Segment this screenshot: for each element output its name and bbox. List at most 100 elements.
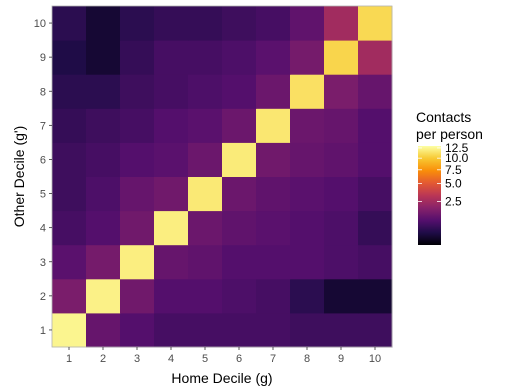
heatmap-cell [358,210,393,246]
y-tick-label: 8 [40,86,46,98]
heatmap-cell [290,278,325,314]
heatmap-cell [52,210,87,246]
heatmap-cell [188,40,223,75]
heatmap-cell [290,244,325,280]
heatmap-cell [52,176,87,212]
heatmap-cell [86,40,121,75]
heatmap-cell [52,312,87,348]
heatmap-cell [358,108,393,143]
x-tick-label: 9 [338,353,344,365]
heatmap-cell [324,108,359,143]
y-tick-label: 6 [40,154,46,166]
heatmap-cell [154,142,189,177]
heatmap-cell [120,40,155,75]
heatmap-cell [290,6,325,41]
heatmap-cell [52,6,87,41]
heatmap-cell [120,176,155,212]
heatmap-cell [52,278,87,314]
x-tick-label: 2 [100,353,106,365]
heatmap-cell [222,278,257,314]
heatmap-cell [222,244,257,280]
legend-tick-label: 5.0 [445,177,462,191]
heatmap-cell [358,40,393,75]
legend-tick-label: 12.5 [445,141,469,155]
y-tick-label: 1 [40,325,46,337]
x-tick-label: 10 [369,353,381,365]
heatmap-cell [324,312,359,348]
x-tick-label: 7 [270,353,276,365]
x-tick-label: 4 [168,353,174,365]
heatmap-cell [256,278,291,314]
heatmap-cell [120,244,155,280]
heatmap-cell [324,40,359,75]
heatmap-cell [256,6,291,41]
legend-title-line-2: per person [416,126,483,142]
heatmap-cell [86,108,121,143]
y-axis-ticks: 1 2 3 4 5 6 7 8 9 10 [34,18,52,337]
heatmap-cell [290,108,325,143]
heatmap-cell [86,6,121,41]
heatmap-cell [324,142,359,177]
heatmap-cell [222,108,257,143]
heatmap-cell [256,312,291,348]
heatmap-cell [324,278,359,314]
legend-tick-label: 10.0 [445,151,469,165]
heatmap-cell [86,210,121,246]
heatmap-cell [256,108,291,143]
heatmap-cell [290,142,325,177]
heatmap-cell [188,176,223,212]
heatmap-cell [324,6,359,41]
heatmap-cell [324,176,359,212]
heatmap-cell [154,6,189,41]
legend-ticks: 2.5 5.07.510.012.5 [418,141,469,209]
heatmap-cell [120,74,155,109]
heatmap-cell [188,108,223,143]
heatmap-cell [188,142,223,177]
heatmap-cell [52,74,87,109]
heatmap-cells [52,6,393,348]
heatmap-cell [256,176,291,212]
heatmap-cell [120,278,155,314]
heatmap-cell [188,74,223,109]
heatmap-cell [256,74,291,109]
y-tick-label: 9 [40,52,46,64]
heatmap-cell [358,312,393,348]
y-tick-label: 4 [40,223,46,235]
heatmap-cell [358,278,393,314]
heatmap-cell [154,278,189,314]
panel-border [51,5,393,348]
heatmap-cell [222,312,257,348]
heatmap-cell [222,74,257,109]
y-tick-label: 7 [40,120,46,132]
heatmap-cell [256,40,291,75]
heatmap-cell [256,142,291,177]
y-tick-label: 5 [40,189,46,201]
heatmap-cell [256,210,291,246]
heatmap-cell [222,142,257,177]
heatmap-cell [188,312,223,348]
heatmap-cell [154,40,189,75]
heatmap-cell [290,210,325,246]
heatmap-cell [188,210,223,246]
heatmap-cell [290,40,325,75]
y-tick-label: 10 [34,18,46,30]
x-axis-ticks: 1 2 3 4 5 6 7 8 9 10 [66,347,381,365]
heatmap-cell [86,278,121,314]
heatmap-cell [358,176,393,212]
heatmap-cell [324,210,359,246]
heatmap-cell [324,244,359,280]
heatmap-cell [154,210,189,246]
heatmap-cell [120,210,155,246]
heatmap-cell [154,74,189,109]
heatmap-cell [222,210,257,246]
y-tick-label: 3 [40,257,46,269]
heatmap-cell [120,142,155,177]
x-tick-label: 1 [66,353,72,365]
heatmap-cell [154,312,189,348]
heatmap-cell [290,74,325,109]
y-axis-title: Other Decile (g') [11,126,27,227]
heatmap-cell [324,74,359,109]
legend-color-bar [418,146,441,245]
heatmap-cell [120,108,155,143]
